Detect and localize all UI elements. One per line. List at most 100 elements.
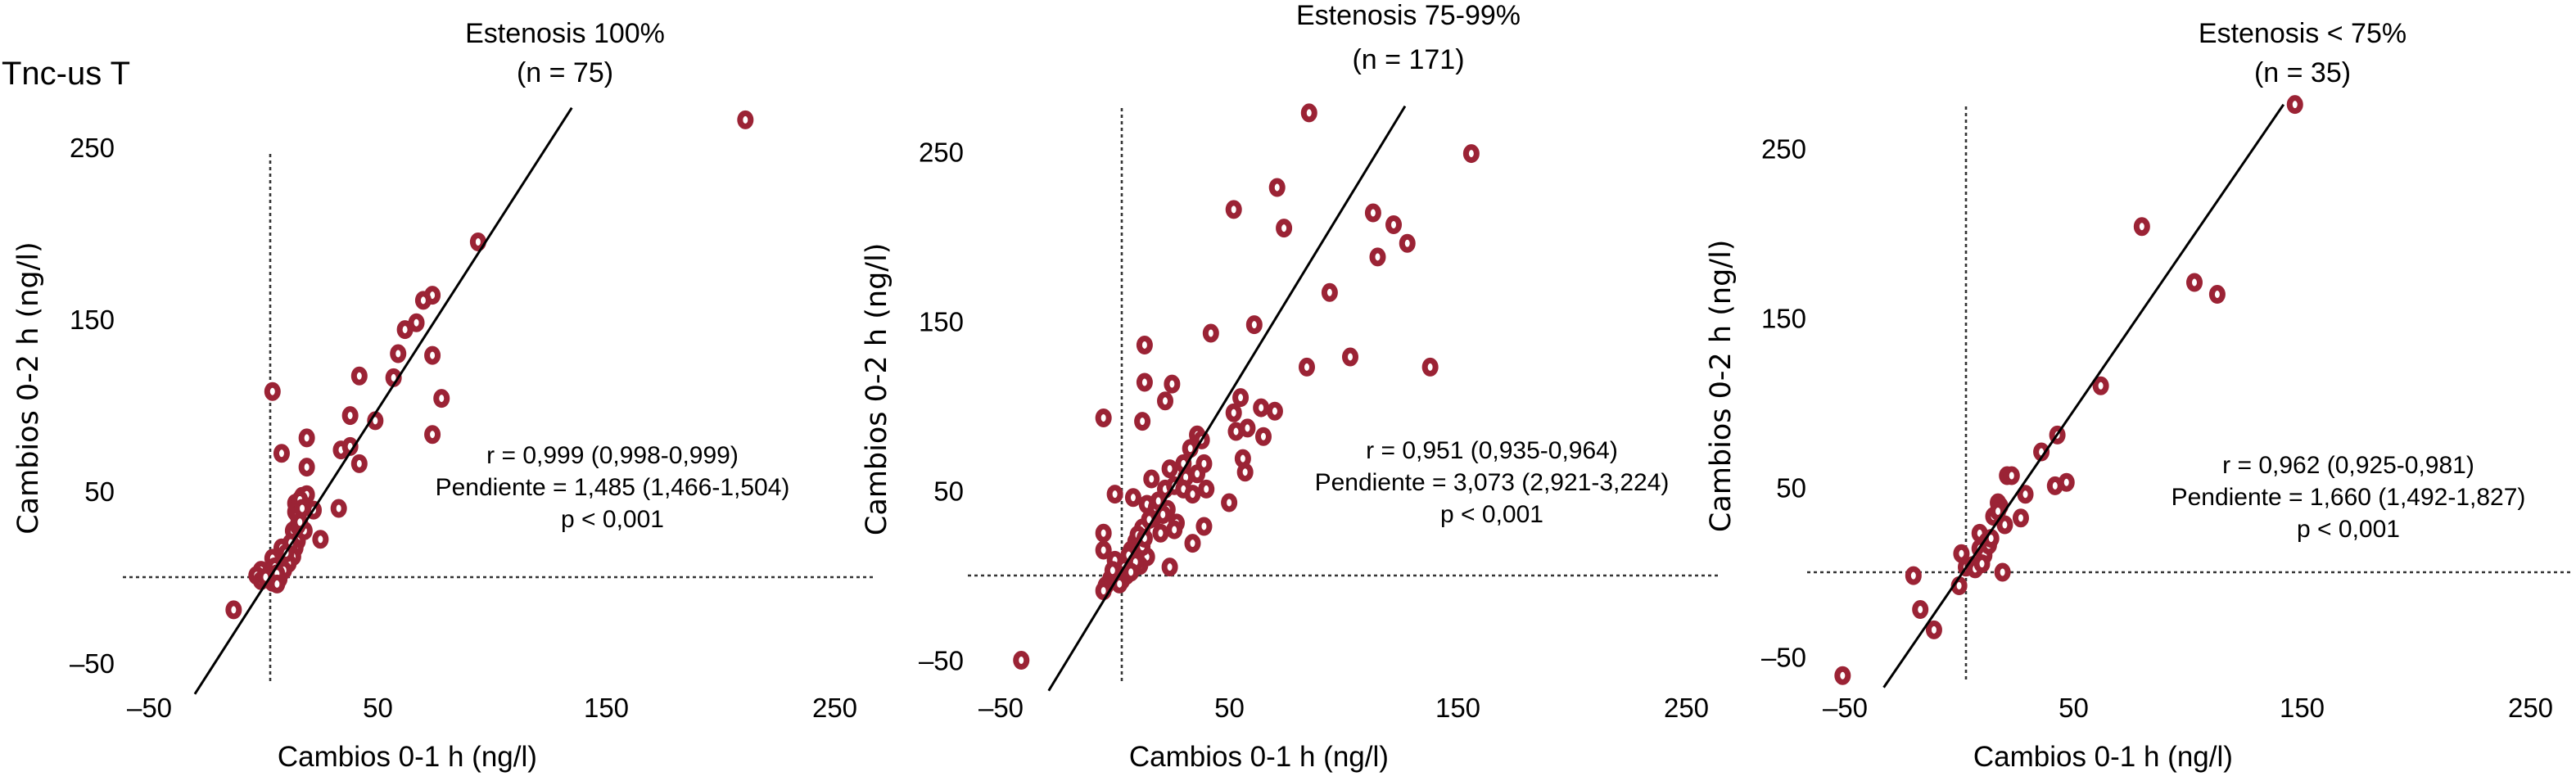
data-point — [1912, 600, 1929, 620]
y-tick-label: –50 — [70, 648, 115, 679]
x-tick-label: 150 — [584, 693, 629, 723]
data-point — [1462, 144, 1480, 164]
data-point — [1013, 651, 1030, 670]
regression-line — [193, 106, 573, 695]
data-point — [1166, 520, 1183, 539]
data-point — [1095, 523, 1112, 543]
x-tick-label: 250 — [812, 693, 857, 723]
data-point — [1321, 282, 1338, 302]
data-point — [269, 574, 286, 594]
y-tick-label: 150 — [70, 305, 115, 335]
stats-p-value: p < 0,001 — [561, 506, 664, 533]
x-tick-label: –50 — [1823, 693, 1868, 723]
y-tick-label: 150 — [919, 307, 964, 337]
data-point — [350, 366, 368, 386]
stats-slope: Pendiente = 1,660 (1,492-1,827) — [2172, 484, 2526, 511]
data-point — [1300, 103, 1317, 123]
x-tick-label: –50 — [978, 693, 1024, 723]
panel-subtitle: (n = 35) — [2254, 57, 2351, 88]
data-point — [312, 530, 329, 549]
x-tick-label: 50 — [2059, 693, 2089, 723]
data-point — [408, 313, 425, 332]
data-point — [1276, 219, 1293, 238]
x-axis-label: Cambios 0-1 h (ng/l) — [1973, 741, 2233, 773]
data-point — [1254, 427, 1272, 446]
data-point — [330, 499, 347, 518]
x-tick-label: 150 — [2280, 693, 2325, 723]
data-point — [1994, 562, 2011, 582]
data-point — [1155, 504, 1172, 524]
data-point — [1232, 388, 1250, 408]
data-point — [1136, 335, 1153, 354]
data-point — [298, 428, 315, 448]
stats-correlation: r = 0,999 (0,998-0,999) — [486, 442, 739, 469]
data-point — [2286, 95, 2303, 115]
stats-correlation: r = 0,962 (0,925-0,981) — [2222, 452, 2474, 479]
data-point — [396, 320, 414, 340]
data-point — [1123, 562, 1140, 582]
data-point — [1095, 408, 1112, 427]
regression-line — [1882, 103, 2285, 688]
data-point — [1095, 540, 1112, 560]
data-point — [1834, 666, 1851, 685]
data-point — [1268, 178, 1286, 197]
y-tick-label: 50 — [933, 476, 964, 507]
data-point — [225, 600, 242, 620]
panel-subtitle: (n = 75) — [517, 57, 613, 88]
y-tick-label: 50 — [1776, 473, 1806, 503]
data-point — [1385, 215, 1403, 235]
stats-slope: Pendiente = 1,485 (1,466-1,504) — [436, 474, 790, 501]
stats-p-value: p < 0,001 — [2297, 516, 2400, 543]
x-axis-label: Cambios 0-1 h (ng/l) — [278, 741, 537, 773]
data-point — [1298, 357, 1315, 377]
stats-p-value: p < 0,001 — [1440, 501, 1543, 528]
data-point — [294, 499, 311, 518]
panel-estenosis-100: Estenosis 100% (n = 75) Cambios 0-2 h (n… — [12, 18, 876, 773]
y-tick-label: 250 — [919, 138, 964, 168]
data-point — [1221, 493, 1238, 512]
stats-slope: Pendiente = 3,073 (2,921-3,224) — [1315, 469, 1670, 496]
data-point — [1996, 515, 2013, 535]
data-point — [2208, 285, 2226, 305]
stats-correlation: r = 0,951 (0,935-0,964) — [1366, 437, 1618, 464]
data-point — [1236, 463, 1254, 482]
data-point — [1266, 401, 1283, 421]
data-point — [424, 345, 441, 365]
data-point — [1973, 554, 1991, 574]
data-point — [469, 232, 486, 251]
data-point — [1106, 485, 1123, 504]
data-point — [1202, 323, 1219, 343]
data-point — [350, 454, 368, 473]
data-point — [1342, 347, 1358, 367]
data-point — [1164, 374, 1181, 394]
data-point — [1905, 566, 1922, 585]
data-point — [1161, 459, 1178, 479]
data-point — [2092, 376, 2109, 395]
data-point — [1184, 534, 1201, 553]
data-point — [2017, 485, 2034, 504]
data-point — [1104, 561, 1121, 580]
y-axis-label: Cambios 0-2 h (ng/l) — [861, 243, 893, 536]
data-point — [2186, 273, 2203, 292]
data-point — [1195, 517, 1213, 536]
data-point — [1134, 412, 1151, 431]
data-point — [2058, 472, 2075, 492]
data-point — [1925, 620, 1942, 639]
data-point — [1369, 247, 1386, 267]
y-tick-label: –50 — [1761, 643, 1806, 673]
data-point — [1253, 398, 1270, 418]
y-axis-label: Cambios 0-2 h (ng/l) — [1705, 240, 1738, 533]
y-axis-label: Cambios 0-2 h (ng/l) — [12, 242, 45, 535]
data-point — [1245, 315, 1263, 335]
data-point — [1161, 558, 1178, 577]
x-tick-label: 150 — [1435, 693, 1480, 723]
y-tick-label: 150 — [1761, 304, 1806, 334]
data-point — [737, 110, 754, 129]
data-point — [1157, 391, 1174, 411]
x-tick-label: 50 — [1214, 693, 1245, 723]
x-tick-label: 250 — [2508, 693, 2553, 723]
data-point — [273, 444, 290, 463]
data-point — [1364, 203, 1381, 223]
data-point — [433, 389, 450, 409]
y-tick-label: 250 — [1761, 134, 1806, 165]
